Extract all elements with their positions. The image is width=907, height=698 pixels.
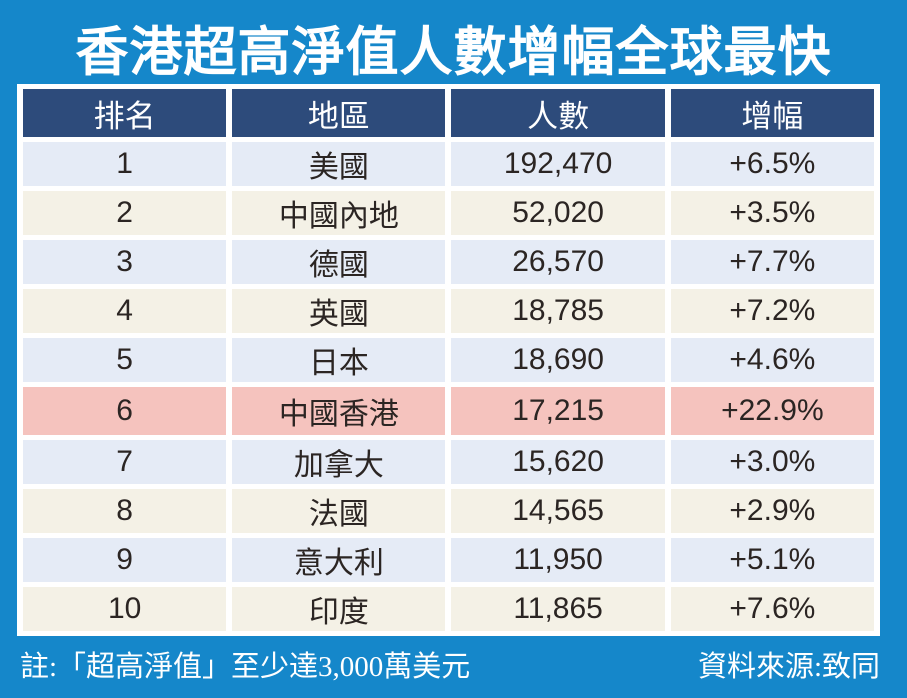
cell-growth: +3.0% <box>670 440 874 484</box>
page-title: 香港超高淨值人數增幅全球最快 <box>75 23 832 82</box>
cell-growth: +7.7% <box>670 240 874 284</box>
cell-growth: +5.1% <box>670 538 874 582</box>
cell-growth: +4.6% <box>670 338 874 382</box>
cell-rank: 1 <box>23 142 227 186</box>
cell-region: 日本 <box>232 338 446 382</box>
column-header-growth: 增幅 <box>670 89 874 137</box>
cell-rank: 8 <box>23 489 227 533</box>
cell-region: 法國 <box>232 489 446 533</box>
cell-growth: +3.5% <box>670 191 874 235</box>
cell-region: 中國內地 <box>232 191 446 235</box>
table-row: 1 美國 192,470 +6.5% <box>23 142 874 186</box>
ranking-table: 排名 地區 人數 增幅 1 美國 192,470 +6.5% 2 中國內地 52,020 +3… <box>17 84 880 636</box>
table-row: 4 英國 18,785 +7.2% <box>23 289 874 333</box>
cell-rank: 4 <box>23 289 227 333</box>
cell-rank: 3 <box>23 240 227 284</box>
footnote: 註:「超高淨值」至少達3,000萬美元 <box>20 651 471 683</box>
table-body: 1 美國 192,470 +6.5% 2 中國內地 52,020 +3.5% 3 德國 26,570… <box>23 142 874 631</box>
footer: 註:「超高淨值」至少達3,000萬美元 資料來源:致同 <box>20 643 880 685</box>
cell-count: 192,470 <box>451 142 665 186</box>
column-header-region: 地區 <box>232 89 446 137</box>
table-row: 3 德國 26,570 +7.7% <box>23 240 874 284</box>
cell-region: 加拿大 <box>232 440 446 484</box>
cell-count: 14,565 <box>451 489 665 533</box>
header-row: 排名 地區 人數 增幅 <box>23 89 874 137</box>
cell-count: 17,215 <box>451 387 665 435</box>
cell-count: 11,950 <box>451 538 665 582</box>
cell-growth: +7.2% <box>670 289 874 333</box>
table-row: 2 中國內地 52,020 +3.5% <box>23 191 874 235</box>
cell-region: 德國 <box>232 240 446 284</box>
cell-count: 18,690 <box>451 338 665 382</box>
cell-region: 美國 <box>232 142 446 186</box>
table-row: 9 意大利 11,950 +5.1% <box>23 538 874 582</box>
table-row-highlighted: 6 中國香港 17,215 +22.9% <box>23 387 874 435</box>
cell-region: 意大利 <box>232 538 446 582</box>
table-row: 7 加拿大 15,620 +3.0% <box>23 440 874 484</box>
cell-growth: +6.5% <box>670 142 874 186</box>
cell-count: 18,785 <box>451 289 665 333</box>
column-header-rank: 排名 <box>23 89 227 137</box>
cell-growth: +22.9% <box>670 387 874 435</box>
cell-rank: 10 <box>23 587 227 631</box>
cell-rank: 9 <box>23 538 227 582</box>
cell-region: 印度 <box>232 587 446 631</box>
cell-rank: 7 <box>23 440 227 484</box>
cell-count: 26,570 <box>451 240 665 284</box>
column-header-count: 人數 <box>451 89 665 137</box>
cell-count: 11,865 <box>451 587 665 631</box>
cell-growth: +7.6% <box>670 587 874 631</box>
cell-count: 15,620 <box>451 440 665 484</box>
cell-rank: 6 <box>23 387 227 435</box>
table-row: 5 日本 18,690 +4.6% <box>23 338 874 382</box>
table-header: 排名 地區 人數 增幅 <box>23 89 874 137</box>
cell-rank: 2 <box>23 191 227 235</box>
table-row: 8 法國 14,565 +2.9% <box>23 489 874 533</box>
table-row: 10 印度 11,865 +7.6% <box>23 587 874 631</box>
cell-rank: 5 <box>23 338 227 382</box>
cell-count: 52,020 <box>451 191 665 235</box>
cell-growth: +2.9% <box>670 489 874 533</box>
cell-region: 中國香港 <box>232 387 446 435</box>
source-credit: 資料來源:致同 <box>697 651 880 683</box>
cell-region: 英國 <box>232 289 446 333</box>
